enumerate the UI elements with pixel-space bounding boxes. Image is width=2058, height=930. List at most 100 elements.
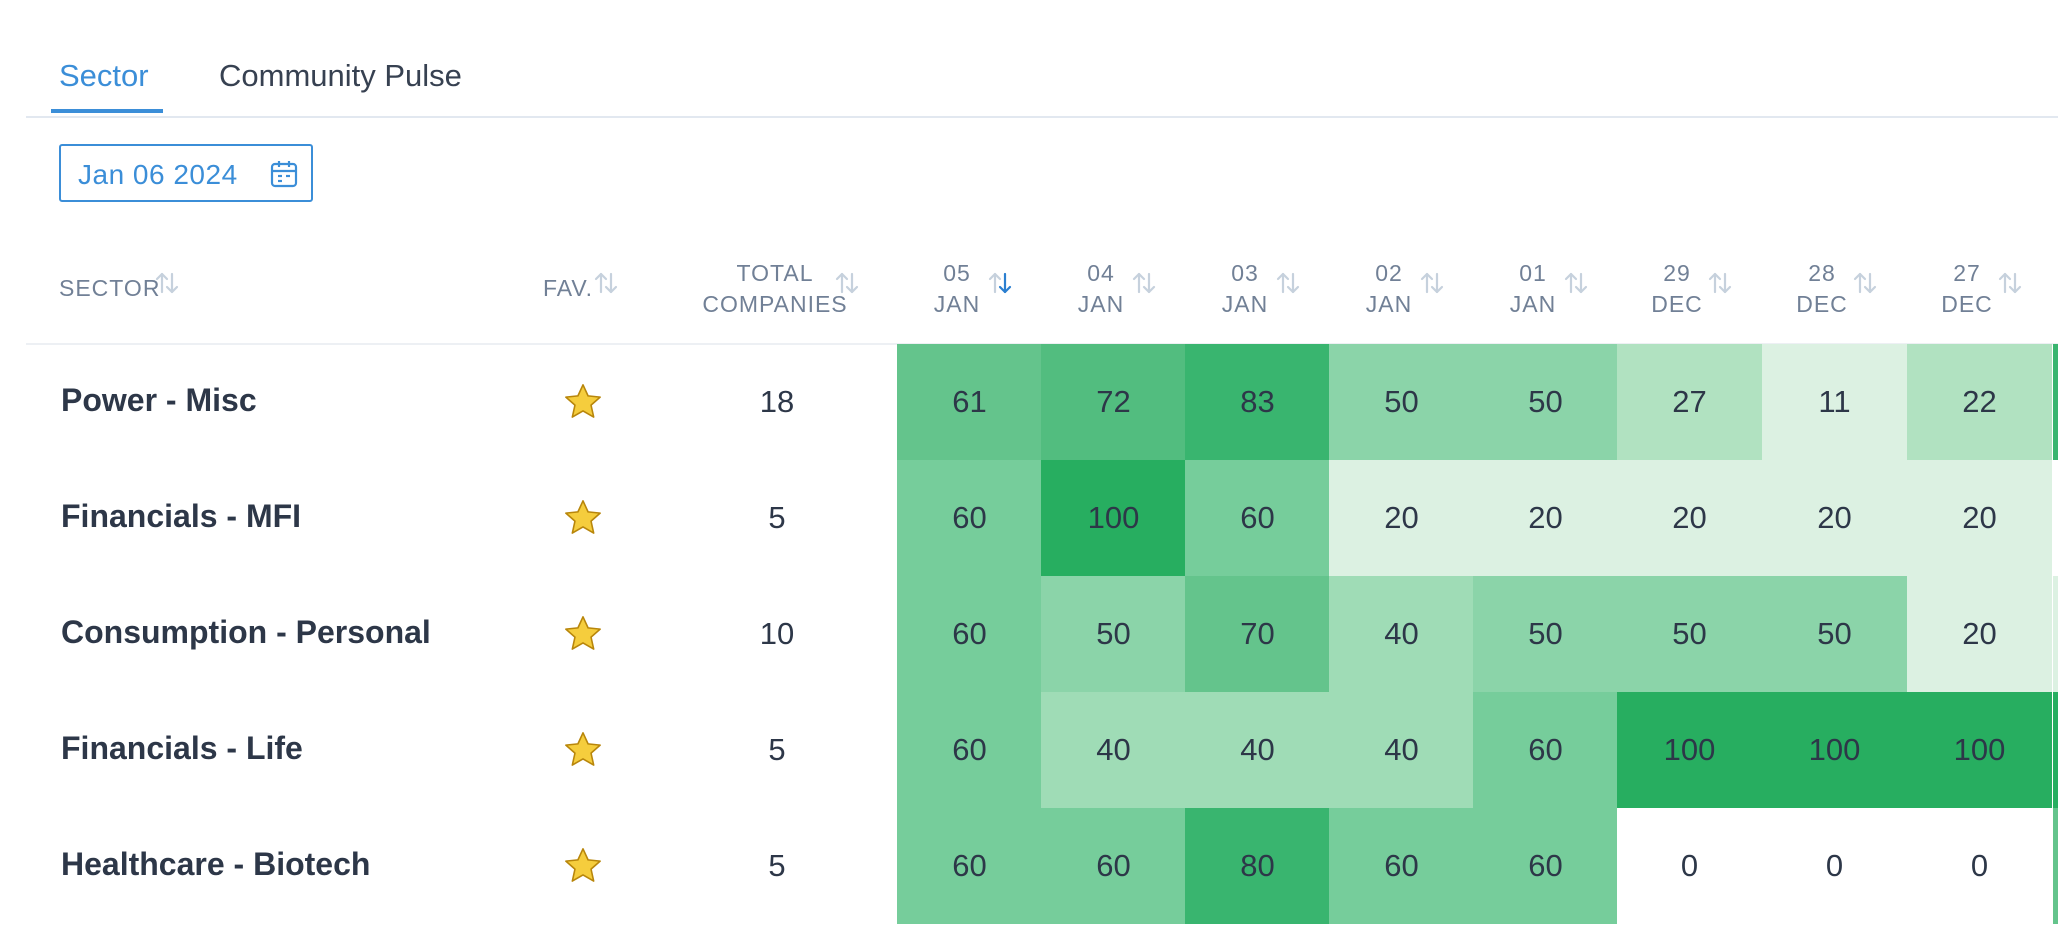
header-date-05-jan[interactable]: 05 JAN [927, 258, 987, 320]
heatmap-cell[interactable]: 60 [1041, 808, 1186, 924]
heatmap-cell[interactable]: 40 [1041, 692, 1186, 808]
date-picker[interactable]: Jan 06 2024 [59, 144, 313, 202]
table-row[interactable]: Financials - Life 5 60 40 40 40 60 100 100 100 [0, 692, 2058, 808]
header-date-month: JAN [933, 291, 981, 317]
header-date-02-jan[interactable]: 02 JAN [1359, 258, 1419, 320]
heatmap-cell[interactable]: 70 [1185, 576, 1330, 692]
heatmap-cell[interactable]: 60 [897, 576, 1042, 692]
heatmap-cell[interactable]: 100 [1617, 692, 1762, 808]
heatmap-cell[interactable]: 60 [897, 808, 1042, 924]
header-date-day: 05 [943, 260, 971, 286]
heatmap-cell[interactable]: 40 [1329, 692, 1474, 808]
heatmap-cell[interactable]: 11 [1762, 344, 1907, 460]
header-date-29-dec[interactable]: 29 DEC [1647, 258, 1707, 320]
heatmap-cell[interactable]: 40 [1329, 576, 1474, 692]
sort-icon-total[interactable] [834, 270, 860, 301]
sort-icon-fav[interactable] [593, 270, 619, 301]
favorite-star-icon[interactable] [562, 497, 604, 544]
heatmap-cell[interactable]: 0 [1907, 808, 2052, 924]
favorite-star-icon[interactable] [562, 845, 604, 892]
header-date-04-jan[interactable]: 04 JAN [1071, 258, 1131, 320]
heatmap-cell[interactable]: 20 [1762, 460, 1907, 576]
heatmap-cell[interactable]: 72 [1041, 344, 1186, 460]
heatmap-cell[interactable]: 60 [897, 460, 1042, 576]
total-companies-value: 5 [768, 732, 786, 767]
heatmap-cell[interactable]: 20 [1473, 460, 1618, 576]
header-sector[interactable]: SECTOR [59, 275, 161, 301]
sort-icon[interactable] [1707, 270, 1733, 301]
table-row[interactable]: Consumption - Personal 10 60 50 70 40 50 50 50 20 [0, 576, 2058, 692]
header-date-month: JAN [1365, 291, 1413, 317]
heatmap-cell[interactable]: 22 [1907, 344, 2052, 460]
header-fav[interactable]: FAV. [543, 275, 594, 301]
sort-icon[interactable] [1997, 270, 2023, 301]
sector-name[interactable]: Power - Misc [61, 382, 257, 418]
heatmap-cell[interactable]: 0 [1762, 808, 1907, 924]
heatmap-cell-clipped [2053, 460, 2058, 576]
header-date-month: JAN [1509, 291, 1557, 317]
header-date-month: JAN [1077, 291, 1125, 317]
table-row[interactable]: Power - Misc 18 61 72 83 50 50 27 11 22 [0, 344, 2058, 460]
header-date-day: 04 [1087, 260, 1115, 286]
heatmap-cell[interactable]: 0 [1617, 808, 1762, 924]
calendar-icon[interactable] [269, 159, 299, 196]
heatmap-cell[interactable]: 83 [1185, 344, 1330, 460]
sort-icon-sector[interactable] [154, 270, 180, 301]
sort-icon[interactable] [1275, 270, 1301, 301]
tab-bar: Sector Community Pulse [26, 36, 2058, 118]
tab-sector[interactable]: Sector [59, 58, 149, 93]
heatmap-cell[interactable]: 20 [1329, 460, 1474, 576]
header-date-month: JAN [1221, 291, 1269, 317]
heatmap-cell[interactable]: 20 [1907, 576, 2052, 692]
header-date-month: DEC [1651, 291, 1703, 317]
heatmap-cell[interactable]: 40 [1185, 692, 1330, 808]
favorite-star-icon[interactable] [562, 613, 604, 660]
heatmap-cell[interactable]: 50 [1762, 576, 1907, 692]
header-date-day: 01 [1519, 260, 1547, 286]
table-header: SECTOR FAV. TOTAL COMPANIES 05 JAN 04 JAN 03… [26, 248, 2058, 345]
heatmap-cell[interactable]: 61 [897, 344, 1042, 460]
heatmap-cell[interactable]: 60 [897, 692, 1042, 808]
sort-icon[interactable] [1131, 270, 1157, 301]
header-date-03-jan[interactable]: 03 JAN [1215, 258, 1275, 320]
heatmap-cell-clipped [2053, 576, 2058, 692]
sector-name[interactable]: Financials - MFI [61, 498, 302, 534]
header-date-month: DEC [1941, 291, 1993, 317]
sector-name[interactable]: Financials - Life [61, 730, 303, 766]
heatmap-cell[interactable]: 50 [1041, 576, 1186, 692]
heatmap-cell[interactable]: 60 [1473, 692, 1618, 808]
table-row[interactable]: Financials - MFI 5 60 100 60 20 20 20 20 20 [0, 460, 2058, 576]
heatmap-cell[interactable]: 60 [1329, 808, 1474, 924]
sort-icon[interactable] [1563, 270, 1589, 301]
active-tab-indicator [51, 109, 163, 113]
tab-community-pulse[interactable]: Community Pulse [219, 58, 462, 93]
heatmap-cell[interactable]: 50 [1617, 576, 1762, 692]
header-date-27-dec[interactable]: 27 DEC [1937, 258, 1997, 320]
sector-name[interactable]: Consumption - Personal [61, 614, 431, 650]
header-date-day: 03 [1231, 260, 1259, 286]
sort-icon[interactable] [1419, 270, 1445, 301]
heatmap-cell[interactable]: 27 [1617, 344, 1762, 460]
heatmap-cell[interactable]: 100 [1762, 692, 1907, 808]
heatmap-cell[interactable]: 100 [1041, 460, 1186, 576]
sort-descending-icon[interactable] [987, 270, 1013, 301]
heatmap-cell[interactable]: 60 [1185, 460, 1330, 576]
favorite-star-icon[interactable] [562, 729, 604, 776]
heatmap-cell-clipped [2053, 692, 2058, 808]
heatmap-cell[interactable]: 80 [1185, 808, 1330, 924]
header-total-companies[interactable]: TOTAL COMPANIES [702, 260, 848, 317]
heatmap-cell[interactable]: 20 [1617, 460, 1762, 576]
favorite-star-icon[interactable] [562, 381, 604, 428]
heatmap-cell[interactable]: 20 [1907, 460, 2052, 576]
heatmap-cell[interactable]: 50 [1473, 576, 1618, 692]
heatmap-cell[interactable]: 50 [1329, 344, 1474, 460]
header-date-28-dec[interactable]: 28 DEC [1792, 258, 1852, 320]
sort-icon[interactable] [1852, 270, 1878, 301]
sector-name[interactable]: Healthcare - Biotech [61, 846, 371, 882]
heatmap-cell[interactable]: 60 [1473, 808, 1618, 924]
header-date-01-jan[interactable]: 01 JAN [1503, 258, 1563, 320]
heatmap-cell[interactable]: 100 [1907, 692, 2052, 808]
table-row[interactable]: Healthcare - Biotech 5 60 60 80 60 60 0 0 0 [0, 808, 2058, 924]
heatmap-cell[interactable]: 50 [1473, 344, 1618, 460]
date-picker-value: Jan 06 2024 [78, 159, 238, 190]
